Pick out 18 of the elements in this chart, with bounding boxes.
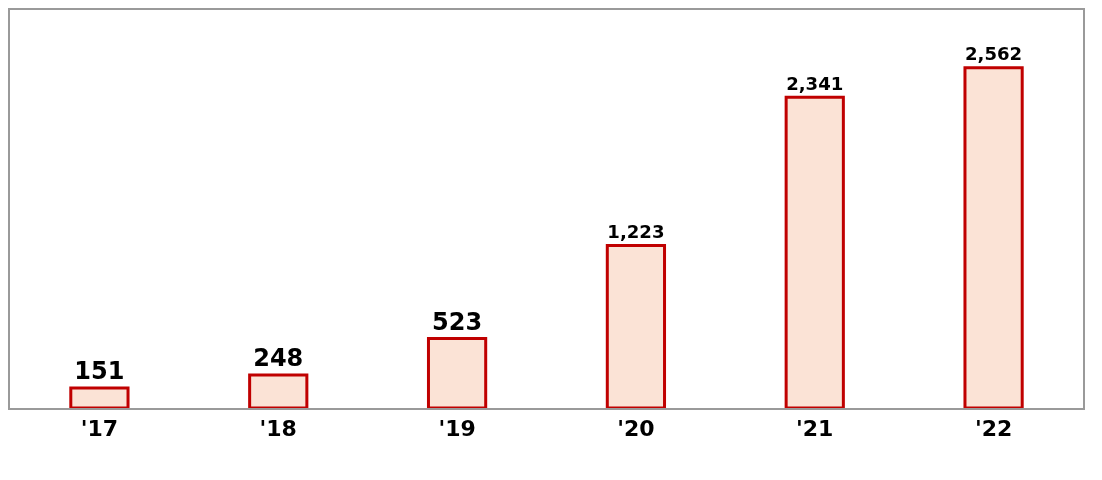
x-tick-label: '20 bbox=[617, 416, 655, 442]
data-label: 248 bbox=[253, 344, 304, 373]
bar bbox=[426, 337, 488, 408]
x-tick-label: '17 bbox=[80, 416, 119, 442]
data-label: 2,562 bbox=[964, 43, 1023, 65]
bar bbox=[605, 244, 667, 408]
bar bbox=[784, 95, 845, 408]
x-tick-label: '19 bbox=[438, 416, 476, 442]
data-label: 523 bbox=[432, 307, 483, 336]
bar bbox=[248, 373, 309, 408]
x-tick-label: '18 bbox=[259, 416, 297, 442]
data-label: 2,341 bbox=[786, 72, 844, 94]
bar bbox=[69, 386, 130, 408]
data-label: 1,223 bbox=[607, 221, 665, 243]
x-tick-label: '21 bbox=[796, 416, 834, 442]
x-tick-label: '22 bbox=[974, 416, 1013, 442]
bar bbox=[963, 66, 1024, 408]
data-label: 151 bbox=[74, 356, 125, 385]
